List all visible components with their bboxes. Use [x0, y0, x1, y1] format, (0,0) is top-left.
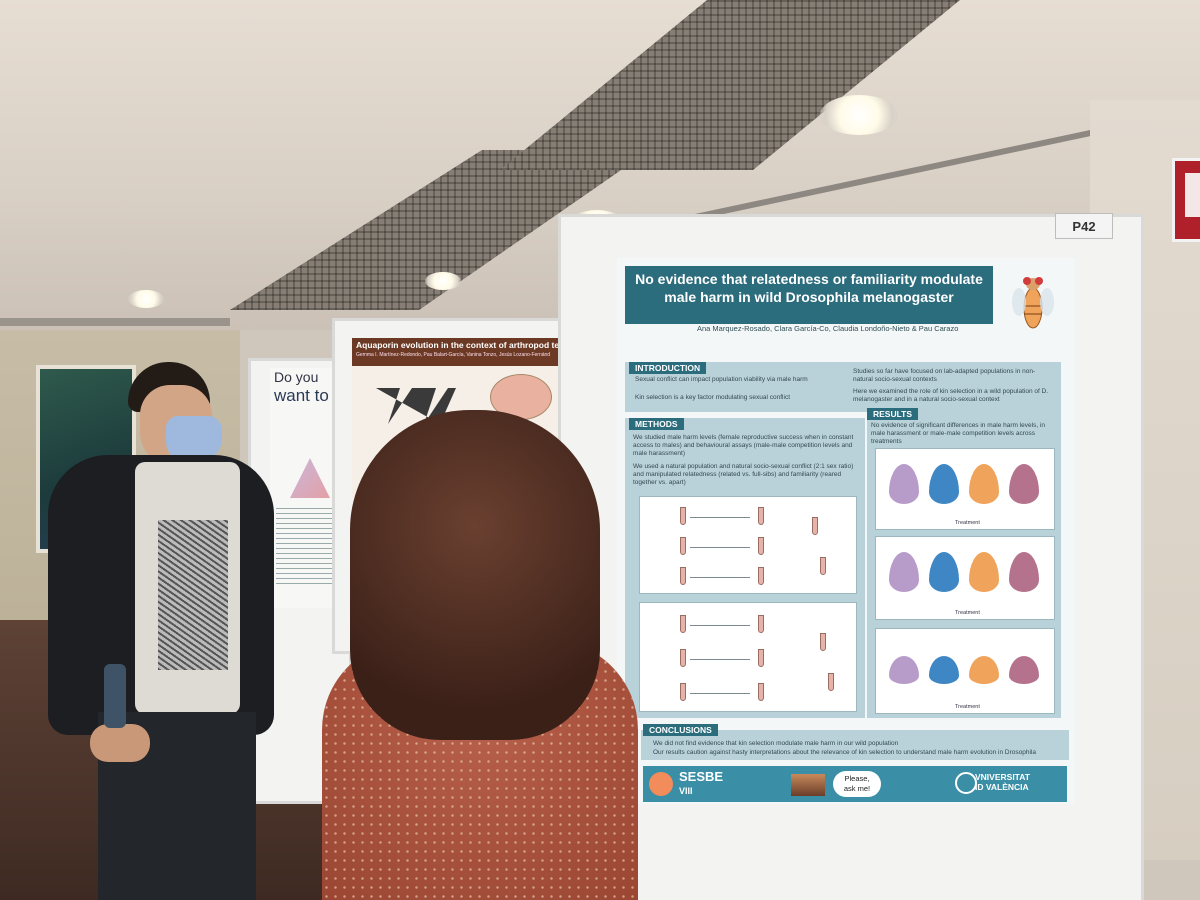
poster-title-box: No evidence that relatedness or familiar… — [625, 266, 993, 324]
vial-icon — [758, 649, 764, 667]
ceiling-light — [820, 95, 898, 135]
vial-icon — [680, 683, 686, 701]
sesbe-logo-text: SESBE — [679, 769, 724, 784]
violin-shape — [889, 464, 919, 504]
results-text: No evidence of significant differences i… — [871, 422, 1046, 445]
author-photo — [791, 774, 825, 796]
arrow-icon — [690, 659, 750, 660]
introduction-heading: INTRODUCTION — [629, 362, 707, 374]
poster-title-line1: No evidence that relatedness or familiar… — [635, 271, 983, 287]
vial-icon — [828, 673, 834, 691]
far-poster-title-line2: want to — [274, 386, 329, 405]
poster-title: No evidence that relatedness or familiar… — [629, 270, 989, 306]
woman-hair — [350, 410, 600, 740]
methods-text: We studied male harm levels (female repr… — [633, 434, 854, 457]
vial-icon — [758, 615, 764, 633]
vial-icon — [820, 633, 826, 651]
poster-title-line2: male harm in wild Drosophila melanogaste… — [664, 289, 954, 305]
results-heading: RESULTS — [867, 408, 919, 420]
arrow-icon — [690, 577, 750, 578]
violin-shape — [1009, 464, 1039, 504]
man-hand — [90, 724, 150, 762]
methods-diagram-bottom — [639, 602, 857, 712]
ceiling-light — [128, 290, 164, 308]
methods-diagram-top — [639, 496, 857, 594]
middle-poster-title: Aquaporin evolution in the context of ar… — [356, 340, 562, 350]
conclusion-bullet: We did not find evidence that kin select… — [653, 740, 899, 747]
university-seal-icon — [955, 772, 977, 794]
sesbe-edition: VIII — [679, 786, 693, 796]
violin-shape — [969, 552, 999, 592]
intro-bullet: Kin selection is a key factor modulating… — [635, 394, 790, 401]
vial-icon — [758, 507, 764, 525]
intro-bullet: Studies so far have focused on lab-adapt… — [853, 368, 1036, 383]
violin-shape — [929, 552, 959, 592]
bubble-line2: ask me! — [843, 784, 871, 793]
middle-poster-header: Aquaporin evolution in the context of ar… — [352, 338, 562, 366]
university-logo: VNIVERSITAT ID VALÈNCIA — [975, 772, 1030, 792]
treatment-axis-label: Treatment — [955, 520, 980, 526]
treatment-axis-label: Treatment — [955, 610, 980, 616]
poster-authors: Ana Marquez-Rosado, Clara García-Co, Cla… — [697, 324, 959, 333]
far-poster: Do you want to — [270, 368, 340, 608]
intro-bullet: Here we examined the role of kin selecti… — [853, 388, 1049, 403]
booth-number-label: P42 — [1055, 213, 1113, 239]
poster-footer: SESBE VIII Please, ask me! VNIVERSITAT I… — [643, 766, 1067, 802]
fly-icon — [1012, 277, 1054, 329]
arrow-icon — [690, 693, 750, 694]
vial-icon — [758, 683, 764, 701]
main-poster: No evidence that relatedness or familiar… — [617, 258, 1075, 804]
violin-shape — [889, 656, 919, 684]
ceiling-light — [425, 272, 461, 290]
vial-icon — [680, 537, 686, 555]
vial-icon — [680, 649, 686, 667]
poster-text-block — [276, 508, 334, 588]
speech-bubble: Please, ask me! — [833, 771, 881, 797]
violin-shape — [889, 552, 919, 592]
arrow-icon — [690, 547, 750, 548]
middle-poster-authors: Gemma I. Martínez-Redondo, Pau Balart-Ga… — [356, 352, 551, 358]
university-line1: VNIVERSITAT — [975, 772, 1030, 782]
vial-icon — [758, 567, 764, 585]
bubble-line1: Please, — [844, 774, 870, 783]
exit-sign — [1172, 158, 1200, 242]
methods-text: We used a natural population and natural… — [633, 463, 854, 486]
methods-heading: METHODS — [629, 418, 684, 430]
ceiling-slot-left — [0, 318, 230, 326]
vial-icon — [680, 567, 686, 585]
arrow-icon — [690, 517, 750, 518]
vial-icon — [820, 557, 826, 575]
water-bottle — [104, 664, 126, 728]
tshirt-print — [158, 520, 228, 670]
vial-icon — [758, 537, 764, 555]
conclusions-heading: CONCLUSIONS — [643, 724, 718, 736]
violin-shape — [929, 656, 959, 684]
violin-shape — [1009, 552, 1039, 592]
vial-icon — [680, 615, 686, 633]
far-poster-title-line1: Do you — [274, 369, 319, 385]
poster-figure — [290, 458, 330, 498]
violin-shape — [1009, 656, 1039, 684]
sesbe-logo-icon — [649, 772, 673, 796]
violin-shape — [929, 464, 959, 504]
conclusion-bullet: Our results caution against hasty interp… — [653, 749, 1036, 756]
vial-icon — [680, 507, 686, 525]
vial-icon — [812, 517, 818, 535]
violin-shape — [969, 464, 999, 504]
university-line2: ID VALÈNCIA — [975, 782, 1029, 792]
arrow-icon — [690, 625, 750, 626]
face-mask — [166, 416, 222, 462]
violin-shape — [969, 656, 999, 684]
intro-bullet: Sexual conflict can impact population vi… — [635, 376, 808, 383]
treatment-axis-label: Treatment — [955, 704, 980, 710]
